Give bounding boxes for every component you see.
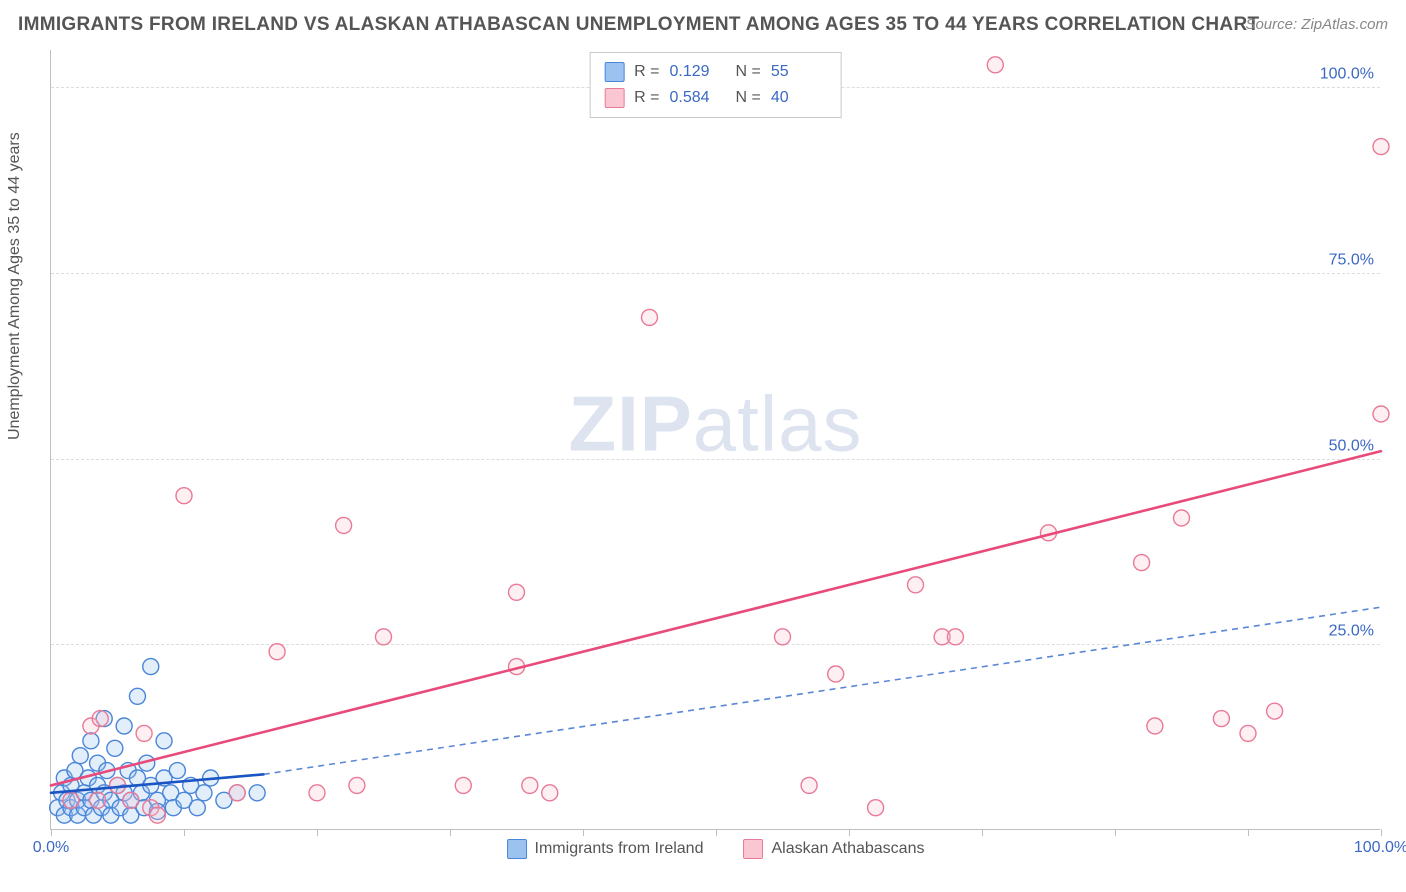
correlation-legend: R = 0.129 N = 55 R = 0.584 N = 40 [589,52,842,118]
n-label: N = [736,85,761,111]
x-tick [583,829,584,836]
legend-item-1: Immigrants from Ireland [507,839,704,859]
legend-row-series-2: R = 0.584 N = 40 [604,85,827,111]
x-tick-label: 0.0% [33,839,69,857]
r-value-2: 0.584 [670,85,726,111]
legend-label-2: Alaskan Athabascans [771,840,924,858]
x-tick [317,829,318,836]
r-label: R = [634,59,659,85]
swatch-bottom-1 [507,839,527,859]
series-legend: Immigrants from Ireland Alaskan Athabasc… [507,839,925,859]
x-tick [450,829,451,836]
plot-svg [51,50,1380,829]
source-attribution: Source: ZipAtlas.com [1245,16,1388,33]
y-tick-label: 75.0% [1329,251,1382,269]
swatch-bottom-2 [743,839,763,859]
r-value-1: 0.129 [670,59,726,85]
x-tick [849,829,850,836]
swatch-series-2 [604,88,624,108]
n-value-1: 55 [771,59,827,85]
legend-row-series-1: R = 0.129 N = 55 [604,59,827,85]
scatter-plot: ZIPatlas R = 0.129 N = 55 R = 0.584 N = … [50,50,1380,830]
y-tick-label: 25.0% [1329,623,1382,641]
n-label: N = [736,59,761,85]
y-axis-label: Unemployment Among Ages 35 to 44 years [6,132,24,440]
x-tick-label: 100.0% [1354,839,1406,857]
x-tick [1115,829,1116,836]
legend-label-1: Immigrants from Ireland [535,840,704,858]
x-tick [1381,829,1382,836]
r-label: R = [634,85,659,111]
x-tick [184,829,185,836]
legend-item-2: Alaskan Athabascans [743,839,924,859]
x-tick [1248,829,1249,836]
x-tick [982,829,983,836]
n-value-2: 40 [771,85,827,111]
x-tick [716,829,717,836]
y-tick-label: 50.0% [1329,437,1382,455]
swatch-series-1 [604,62,624,82]
y-tick-label: 100.0% [1320,66,1382,84]
chart-title: IMMIGRANTS FROM IRELAND VS ALASKAN ATHAB… [18,14,1259,36]
x-tick [51,829,52,836]
